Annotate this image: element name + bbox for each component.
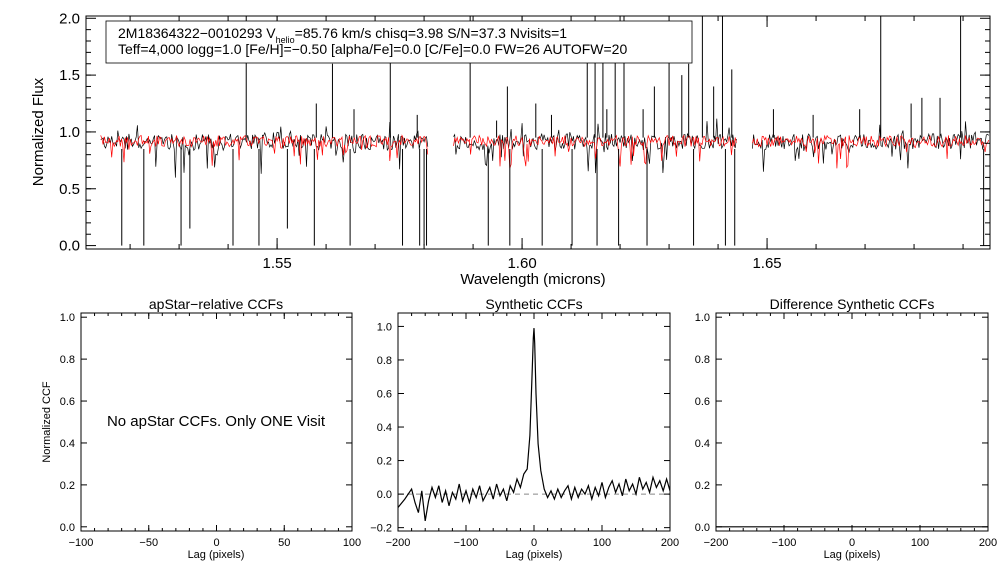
y-tick-label: 0.4 <box>695 438 710 450</box>
synthetic-ccf-xlabel: Lag (pixels) <box>506 549 563 561</box>
spectrum-ticks: 1.55 1.60 1.65 0.0 0.5 1.0 1.5 2.0 <box>59 10 990 272</box>
x-tick-label: −100 <box>772 537 797 549</box>
info-box-frame <box>105 20 693 64</box>
apstar-ccf-annotation: No apStar CCFs. Only ONE Visit <box>107 413 326 430</box>
y-tick-label: 0.0 <box>377 489 392 501</box>
spectrum-info-box: 2M18364322−0010293 Vhelio=85.76 km/s chi… <box>105 20 693 64</box>
y-tick-label: 0.4 <box>377 422 392 434</box>
y-tick-label: 0.8 <box>695 354 710 366</box>
info-box-line1-star: 2M18364322−0010293 V <box>118 25 276 41</box>
y-tick-label: 1.0 <box>377 321 392 333</box>
x-tick-label: −100 <box>454 537 479 549</box>
x-tick-label: 100 <box>593 537 611 549</box>
info-box-line1-subscript: helio <box>276 35 295 45</box>
x-tick-label: −200 <box>386 537 411 549</box>
synthetic-spectrum-line <box>100 134 429 166</box>
y-tick-label: 1.0 <box>695 312 710 324</box>
synthetic-spectrum-line <box>752 134 990 169</box>
spectrum-xlabel: Wavelength (microns) <box>460 271 605 288</box>
y-tick-label: 0.2 <box>60 480 75 492</box>
y-tick-label: 1.5 <box>59 67 80 84</box>
spectrum-ylabel: Normalized Flux <box>30 77 47 186</box>
info-box-line2: Teff=4,000 logg=1.0 [Fe/H]=−0.50 [alpha/… <box>118 41 627 57</box>
synthetic-ccf-line <box>397 328 671 522</box>
x-tick-label: 200 <box>661 537 679 549</box>
y-tick-label: 0.8 <box>60 354 75 366</box>
x-tick-label: 100 <box>911 537 929 549</box>
difference-ccf-axes-frame <box>715 312 989 532</box>
observed-spectrum-line <box>752 121 990 172</box>
y-tick-label: 0.0 <box>60 522 75 534</box>
y-tick-label: 0.6 <box>695 396 710 408</box>
x-tick-label: −100 <box>69 537 94 549</box>
x-tick-label: −50 <box>139 537 158 549</box>
x-tick-label: 1.55 <box>262 255 291 272</box>
x-tick-label: −200 <box>704 537 729 549</box>
observed-spectrum-line <box>100 121 429 178</box>
synthetic-ccf-ticks: −200 −100 0 100 200 −0.2 0.0 0.2 0.4 0.6 0.8 1.0 <box>370 313 679 549</box>
apstar-ccf-title: apStar−relative CCFs <box>149 296 283 312</box>
y-tick-label: 0.2 <box>695 480 710 492</box>
y-tick-label: 0.0 <box>695 522 710 534</box>
x-tick-label: 1.65 <box>752 255 781 272</box>
x-tick-label: 100 <box>343 537 361 549</box>
difference-ccf-panel: Difference Synthetic CCFs −200 −100 0 100 20… <box>695 296 997 561</box>
x-tick-label: 200 <box>979 537 997 549</box>
y-tick-label: 1.0 <box>60 312 75 324</box>
x-tick-label: 0 <box>213 537 219 549</box>
difference-ccf-xlabel: Lag (pixels) <box>824 549 881 561</box>
spectrum-axes-frame <box>85 15 991 250</box>
y-tick-label: 0.8 <box>377 355 392 367</box>
synthetic-ccf-axes-frame <box>397 312 671 532</box>
apstar-ccf-ylabel: Normalized CCF <box>41 381 53 463</box>
y-tick-label: 0.6 <box>377 388 392 400</box>
info-box-line1: 2M18364322−0010293 Vhelio=85.76 km/s chi… <box>118 25 567 45</box>
x-tick-label: 0 <box>849 537 855 549</box>
spectrum-panel: 1.55 1.60 1.65 0.0 0.5 1.0 1.5 2.0 Wavelength (… <box>30 10 991 288</box>
synthetic-ccf-series-layer <box>397 328 671 522</box>
y-tick-label: 0.0 <box>59 238 80 255</box>
apstar-ccf-xlabel: Lag (pixels) <box>188 549 245 561</box>
apstar-ccf-ticks: −100 −50 0 50 100 0.0 0.2 0.4 0.6 0.8 1.0 <box>60 312 361 549</box>
synthetic-spectrum-line <box>453 134 737 169</box>
y-tick-label: 0.2 <box>377 456 392 468</box>
y-tick-label: 0.5 <box>59 181 80 198</box>
apstar-ccf-panel: apStar−relative CCFs −100 −50 0 50 100 0.0 0.2… <box>41 296 361 561</box>
y-tick-label: 0.6 <box>60 396 75 408</box>
synthetic-ccf-panel: Synthetic CCFs −200 −100 0 100 200 −0.2 0.0 0.2… <box>370 296 679 561</box>
synthetic-ccf-title: Synthetic CCFs <box>485 296 582 312</box>
info-box-line1-values: =85.76 km/s chisq=3.98 S/N=37.3 Nvisits=… <box>295 25 568 41</box>
difference-ccf-title: Difference Synthetic CCFs <box>770 296 935 312</box>
x-tick-label: 0 <box>531 537 537 549</box>
y-tick-label: 0.4 <box>60 438 75 450</box>
x-tick-label: 50 <box>278 537 290 549</box>
difference-ccf-ticks: −200 −100 0 100 200 0.0 0.2 0.4 0.6 0.8 1.0 <box>695 312 997 549</box>
y-tick-label: −0.2 <box>370 523 392 535</box>
x-tick-label: 1.60 <box>507 255 536 272</box>
apstar-ccf-axes-frame <box>80 312 353 532</box>
y-tick-label: 2.0 <box>59 10 80 27</box>
y-tick-label: 1.0 <box>59 124 80 141</box>
